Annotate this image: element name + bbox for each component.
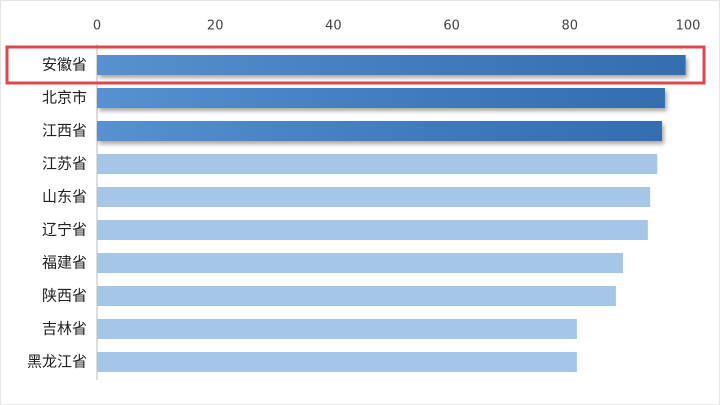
bar	[97, 253, 623, 273]
bar-shade	[97, 55, 686, 75]
y-tick-label: 江苏省	[42, 155, 87, 173]
y-tick-label: 山东省	[42, 188, 87, 206]
bar	[97, 319, 577, 339]
y-tick-label: 江西省	[42, 122, 87, 140]
highlight-box	[5, 45, 706, 85]
bar	[97, 187, 651, 207]
x-tick-label: 20	[207, 19, 224, 34]
y-tick-label: 北京市	[42, 89, 87, 107]
bar	[97, 154, 658, 174]
y-tick-label: 陕西省	[42, 287, 87, 305]
y-tick-label: 福建省	[42, 254, 87, 272]
y-tick-label: 安徽省	[42, 56, 87, 74]
x-tick-label: 40	[325, 19, 342, 34]
x-tick-label: 80	[562, 19, 579, 34]
y-tick-label: 吉林省	[42, 320, 87, 338]
x-tick-label: 60	[443, 19, 460, 34]
bar	[97, 352, 577, 372]
y-tick-label: 辽宁省	[42, 221, 87, 239]
y-tick-label: 黑龙江省	[27, 353, 87, 371]
x-tick-label: 0	[93, 19, 101, 34]
bar	[97, 286, 616, 306]
x-tick-label: 100	[676, 19, 701, 34]
bar	[97, 220, 648, 240]
bar-shade	[97, 88, 665, 108]
bar-shade	[97, 121, 662, 141]
